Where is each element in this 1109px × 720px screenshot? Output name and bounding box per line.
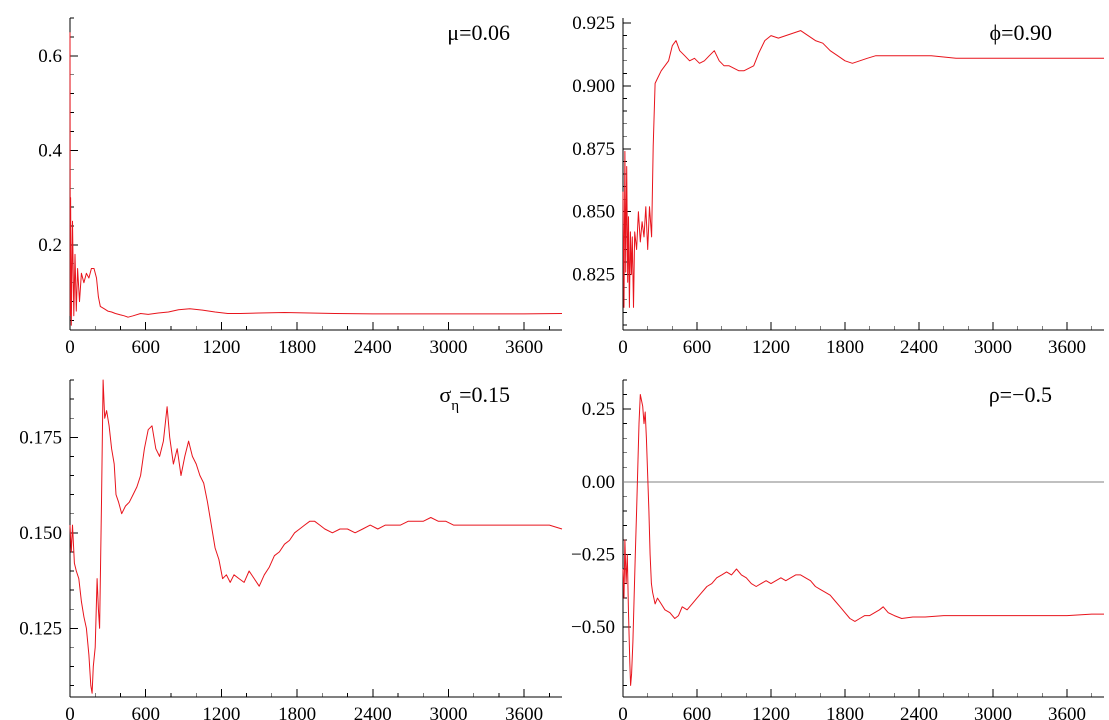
y-tick-label: 0.900	[572, 76, 615, 97]
series-line-phi	[622, 30, 1104, 308]
x-tick-label: 0	[65, 704, 75, 720]
x-tick-label: 3000	[429, 337, 467, 358]
x-tick-label: 1800	[278, 337, 316, 358]
x-tick-label: 2400	[900, 337, 938, 358]
y-tick-label: 0.2	[38, 235, 62, 256]
y-tick-label: 0.150	[19, 523, 62, 544]
y-tick-label: 0.4	[38, 140, 62, 161]
title-symbol: μ	[447, 20, 459, 45]
series-line-sigma_eta	[69, 379, 563, 694]
x-tick-label: 1200	[752, 704, 790, 720]
y-tick-label: 0.175	[19, 427, 62, 448]
x-tick-label: 1200	[202, 337, 240, 358]
x-tick-label: 3600	[1048, 337, 1086, 358]
y-tick-label: −0.50	[571, 617, 615, 638]
panel-phi: 0 600 1200 1800 2400 3000 3600 0.825 0.850 0.875 0…	[572, 13, 1104, 358]
y-tick-label: −0.25	[571, 544, 615, 565]
title-symbol: ϕ	[989, 20, 1001, 45]
x-tick-label: 3000	[429, 704, 467, 720]
y-tick-label: 0.825	[572, 265, 615, 286]
x-tick-label: 1200	[202, 704, 240, 720]
x-tick-label: 3000	[974, 704, 1012, 720]
title-symbol: σ	[439, 382, 451, 407]
x-tick-label: 2400	[900, 704, 938, 720]
x-tick-label: 3000	[974, 337, 1012, 358]
panel-title-phi: ϕ=0.90	[989, 20, 1052, 45]
series-line-rho	[622, 394, 1104, 686]
panel-sigma-eta: 0 600 1200 1800 2400 3000 3600 0.125 0.150 0.175 σ…	[19, 379, 563, 720]
x-tick-label: 600	[131, 704, 160, 720]
panel-title-mu: μ=0.06	[447, 20, 510, 45]
title-value: =0.15	[459, 382, 510, 407]
x-tick-label: 0	[65, 337, 75, 358]
panel-mu: 0 600 1200 1800 2400 3000 3600 0.2 0.4 0.6 μ=0.06	[38, 17, 563, 358]
panel-title-sigma_eta: ση=0.15	[439, 382, 510, 414]
y-tick-label: 0.875	[572, 139, 615, 160]
y-tick-label: 0.850	[572, 202, 615, 223]
y-tick-label: 0.6	[38, 46, 62, 67]
title-value: =0.06	[459, 20, 510, 45]
panel-rho: 0 600 1200 1800 2400 3000 3600 −0.50 −0.25 0.00 0.…	[571, 379, 1104, 720]
title-symbol: ρ	[989, 382, 1000, 407]
x-tick-label: 3600	[505, 337, 543, 358]
x-tick-label: 1800	[826, 337, 864, 358]
x-tick-label: 1800	[278, 704, 316, 720]
x-tick-label: 1200	[752, 337, 790, 358]
x-tick-label: 3600	[1048, 704, 1086, 720]
x-tick-label: 600	[683, 337, 712, 358]
x-tick-label: 0	[618, 704, 628, 720]
panel-title-rho: ρ=−0.5	[989, 382, 1052, 407]
title-value: =0.90	[1001, 20, 1052, 45]
x-tick-label: 600	[683, 704, 712, 720]
x-tick-label: 3600	[505, 704, 543, 720]
x-tick-label: 1800	[826, 704, 864, 720]
title-value: =−0.5	[1000, 382, 1052, 407]
x-tick-label: 2400	[354, 704, 392, 720]
y-tick-label: 0.125	[19, 618, 62, 639]
series-line-mu	[69, 32, 563, 326]
title-subscript: η	[451, 398, 459, 414]
x-tick-label: 2400	[354, 337, 392, 358]
y-tick-label: 0.925	[572, 13, 615, 34]
y-tick-label: 0.25	[582, 399, 615, 420]
x-tick-label: 600	[131, 337, 160, 358]
y-tick-label: 0.00	[582, 472, 615, 493]
x-tick-label: 0	[618, 337, 628, 358]
